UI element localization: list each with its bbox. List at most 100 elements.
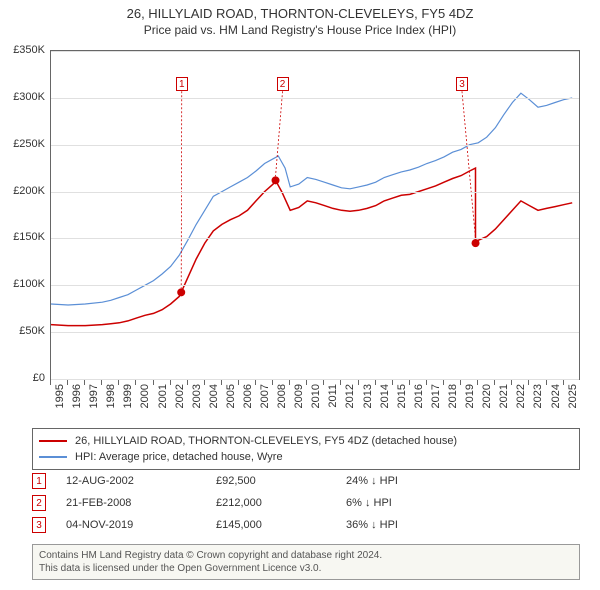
xtick-label: 2011 — [327, 384, 339, 408]
xtick-mark — [426, 380, 427, 385]
xtick-mark — [50, 380, 51, 385]
transaction-row: 304-NOV-2019£145,00036% ↓ HPI — [32, 514, 580, 536]
transaction-marker-box: 2 — [277, 77, 289, 91]
transactions-table: 1 12-AUG-2002£92,50024% ↓ HPI 221-FEB-2008… — [32, 470, 580, 536]
xtick-label: 2002 — [174, 384, 186, 408]
xtick-mark — [477, 380, 478, 385]
xtick-label: 2005 — [225, 384, 237, 408]
xtick-mark — [84, 380, 85, 385]
xtick-label: 1998 — [105, 384, 117, 408]
xtick-label: 1996 — [71, 384, 83, 408]
gridline — [51, 379, 579, 380]
transaction-marker-box: 3 — [456, 77, 468, 91]
xtick-mark — [358, 380, 359, 385]
xtick-mark — [443, 380, 444, 385]
transaction-marker-box: 1 — [176, 77, 188, 91]
xtick-label: 2015 — [396, 384, 408, 408]
transaction-marker — [177, 288, 185, 296]
xtick-label: 2001 — [157, 384, 169, 408]
xtick-mark — [204, 380, 205, 385]
xtick-mark — [289, 380, 290, 385]
xtick-label: 2022 — [515, 384, 527, 408]
transaction-row: 1 12-AUG-2002£92,50024% ↓ HPI — [32, 470, 580, 492]
xtick-label: 2023 — [532, 384, 544, 408]
xtick-mark — [153, 380, 154, 385]
xtick-label: 2019 — [464, 384, 476, 408]
xtick-label: 2024 — [550, 384, 562, 408]
gridline — [51, 145, 579, 146]
xtick-label: 2007 — [259, 384, 271, 408]
gridline — [51, 98, 579, 99]
transaction-delta: 24% ↓ HPI — [346, 475, 398, 487]
transaction-row: 221-FEB-2008£212,0006% ↓ HPI — [32, 492, 580, 514]
xtick-label: 1999 — [122, 384, 134, 408]
xtick-mark — [187, 380, 188, 385]
xtick-label: 2025 — [567, 384, 579, 408]
xtick-label: 2021 — [498, 384, 510, 408]
transaction-price: £212,000 — [216, 497, 346, 509]
xtick-mark — [340, 380, 341, 385]
transaction-price: £92,500 — [216, 475, 346, 487]
gridline — [51, 51, 579, 52]
footer-line2: This data is licensed under the Open Gov… — [39, 562, 573, 575]
ytick-label: £50K — [19, 325, 45, 337]
legend-box: 26, HILLYLAID ROAD, THORNTON-CLEVELEYS, … — [32, 428, 580, 470]
xtick-mark — [409, 380, 410, 385]
footer-line1: Contains HM Land Registry data © Crown c… — [39, 549, 573, 562]
xtick-label: 2004 — [208, 384, 220, 408]
transaction-index-box: 3 — [32, 517, 46, 533]
transaction-marker — [272, 176, 280, 184]
xtick-label: 2008 — [276, 384, 288, 408]
gridline — [51, 285, 579, 286]
xtick-mark — [546, 380, 547, 385]
xtick-label: 2012 — [344, 384, 356, 408]
xtick-mark — [494, 380, 495, 385]
xtick-label: 2020 — [481, 384, 493, 408]
xtick-mark — [101, 380, 102, 385]
xtick-label: 1995 — [54, 384, 66, 408]
ytick-label: £0 — [33, 372, 45, 384]
series-line — [51, 93, 572, 305]
transaction-date: 04-NOV-2019 — [66, 519, 216, 531]
transaction-date: 21-FEB-2008 — [66, 497, 216, 509]
xtick-mark — [563, 380, 564, 385]
transaction-delta: 6% ↓ HPI — [346, 497, 392, 509]
xtick-label: 1997 — [88, 384, 100, 408]
xtick-mark — [238, 380, 239, 385]
xtick-label: 2014 — [379, 384, 391, 408]
ytick-label: £250K — [13, 138, 45, 150]
transaction-marker — [472, 239, 480, 247]
xtick-label: 2009 — [293, 384, 305, 408]
legend-row-hpi: HPI: Average price, detached house, Wyre — [39, 449, 573, 465]
xtick-mark — [375, 380, 376, 385]
plot-area: 1 2 3 — [50, 50, 580, 380]
chart-title-line1: 26, HILLYLAID ROAD, THORNTON-CLEVELEYS, … — [0, 6, 600, 21]
legend-swatch-price-paid — [39, 440, 67, 442]
xtick-mark — [170, 380, 171, 385]
xtick-mark — [255, 380, 256, 385]
xtick-label: 2000 — [139, 384, 151, 408]
legend-swatch-hpi — [39, 456, 67, 458]
xtick-mark — [272, 380, 273, 385]
gridline — [51, 332, 579, 333]
xtick-label: 2016 — [413, 384, 425, 408]
xtick-label: 2017 — [430, 384, 442, 408]
ytick-label: £100K — [13, 278, 45, 290]
transaction-leader-line — [181, 91, 182, 288]
xtick-mark — [323, 380, 324, 385]
chart-container: 26, HILLYLAID ROAD, THORNTON-CLEVELEYS, … — [0, 0, 600, 590]
plot-svg — [51, 51, 579, 379]
footer-attribution: Contains HM Land Registry data © Crown c… — [32, 544, 580, 580]
transaction-date: 12-AUG-2002 — [66, 475, 216, 487]
legend-label-hpi: HPI: Average price, detached house, Wyre — [75, 451, 283, 463]
transaction-leader-line — [276, 91, 283, 176]
xtick-mark — [118, 380, 119, 385]
transaction-index-box: 1 — [32, 473, 46, 489]
transaction-delta: 36% ↓ HPI — [346, 519, 398, 531]
transaction-leader-line — [462, 91, 476, 239]
xtick-label: 2013 — [362, 384, 374, 408]
ytick-label: £350K — [13, 44, 45, 56]
xtick-mark — [67, 380, 68, 385]
gridline — [51, 192, 579, 193]
xtick-label: 2006 — [242, 384, 254, 408]
